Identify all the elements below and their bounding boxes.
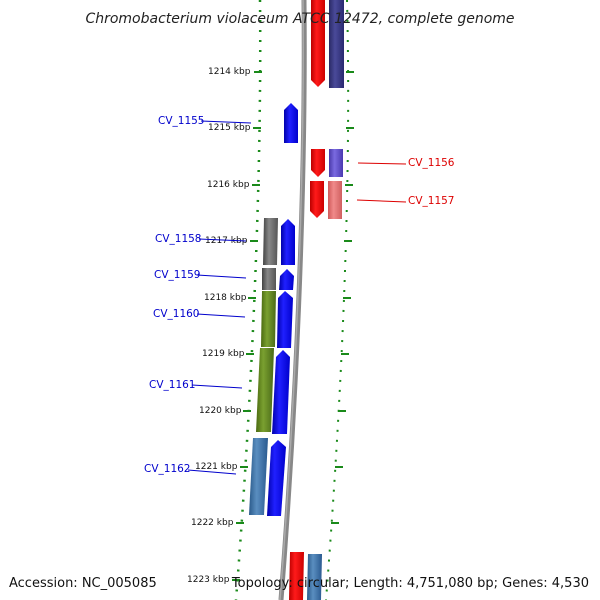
gene-cv-1162-steel xyxy=(249,438,268,515)
tick-label-1214: 1214 kbp xyxy=(208,67,251,77)
tick-label-1222: 1222 kbp xyxy=(191,518,234,528)
gene-cv-1157-red[interactable] xyxy=(310,181,324,218)
tick-label-1218: 1218 kbp xyxy=(204,293,247,303)
label-lines xyxy=(187,120,407,475)
label-cv-1156[interactable]: CV_1156 xyxy=(408,157,455,169)
gene-labels: CV_1155 CV_1158 CV_1159 CV_1160 CV_1161 … xyxy=(144,115,455,475)
gene-red-top[interactable] xyxy=(311,0,325,87)
line-cv-1160 xyxy=(196,313,246,318)
gene-cv-1157-pink[interactable] xyxy=(328,181,342,219)
gene-cv-1159[interactable] xyxy=(279,269,294,290)
gene-cv-1162[interactable] xyxy=(267,440,286,516)
gene-navy-top[interactable] xyxy=(329,0,344,88)
forward-strand-genes xyxy=(249,103,298,516)
genome-backbone xyxy=(278,0,307,600)
gene-cv-1159-gray xyxy=(262,268,276,290)
gene-cv-1155[interactable] xyxy=(284,103,298,143)
line-cv-1159 xyxy=(196,274,247,279)
outer-tick-ring xyxy=(325,0,350,600)
tick-label-1216: 1216 kbp xyxy=(207,180,250,190)
gene-cv-1158-gray xyxy=(263,218,278,265)
tick-label-1217: 1217 kbp xyxy=(205,236,248,246)
line-cv-1156 xyxy=(357,162,407,165)
line-cv-1155 xyxy=(200,120,252,124)
label-cv-1160[interactable]: CV_1160 xyxy=(153,308,200,320)
gene-cv-1156-red[interactable] xyxy=(311,149,325,177)
gene-red-bottom[interactable] xyxy=(289,552,304,600)
topology-text: Topology: circular; Length: 4,751,080 bp… xyxy=(231,576,589,591)
gene-cv-1161[interactable] xyxy=(272,350,290,434)
line-cv-1158 xyxy=(198,238,247,242)
gene-cv-1156-purple[interactable] xyxy=(329,149,343,177)
tick-label-1220: 1220 kbp xyxy=(199,406,242,416)
backbone-highlight xyxy=(279,0,304,600)
tick-marks xyxy=(232,71,354,581)
line-cv-1161 xyxy=(191,384,243,389)
label-cv-1162[interactable]: CV_1162 xyxy=(144,463,191,475)
accession-text: Accession: NC_005085 xyxy=(9,576,157,591)
label-cv-1161[interactable]: CV_1161 xyxy=(149,379,196,391)
map-title: Chromobacterium violaceum ATCC 12472, co… xyxy=(85,11,514,27)
tick-label-1215: 1215 kbp xyxy=(208,123,251,133)
label-cv-1157[interactable]: CV_1157 xyxy=(408,195,455,207)
reverse-strand-genes xyxy=(289,0,344,600)
gene-cv-1160-olive xyxy=(261,291,276,347)
tick-labels: 1214 kbp 1215 kbp 1216 kbp 1217 kbp 1218… xyxy=(187,67,251,585)
gene-steel-bottom[interactable] xyxy=(307,554,322,600)
line-cv-1157 xyxy=(356,199,407,203)
gene-cv-1158[interactable] xyxy=(281,219,295,265)
tick-label-1221: 1221 kbp xyxy=(195,462,238,472)
gene-cv-1161-olive xyxy=(256,348,274,432)
gene-cv-1160[interactable] xyxy=(277,291,293,348)
label-cv-1158[interactable]: CV_1158 xyxy=(155,233,202,245)
label-cv-1159[interactable]: CV_1159 xyxy=(154,269,201,281)
label-cv-1155[interactable]: CV_1155 xyxy=(158,115,205,127)
line-cv-1162 xyxy=(187,469,237,475)
tick-label-1219: 1219 kbp xyxy=(202,349,245,359)
tick-label-1223: 1223 kbp xyxy=(187,575,230,585)
